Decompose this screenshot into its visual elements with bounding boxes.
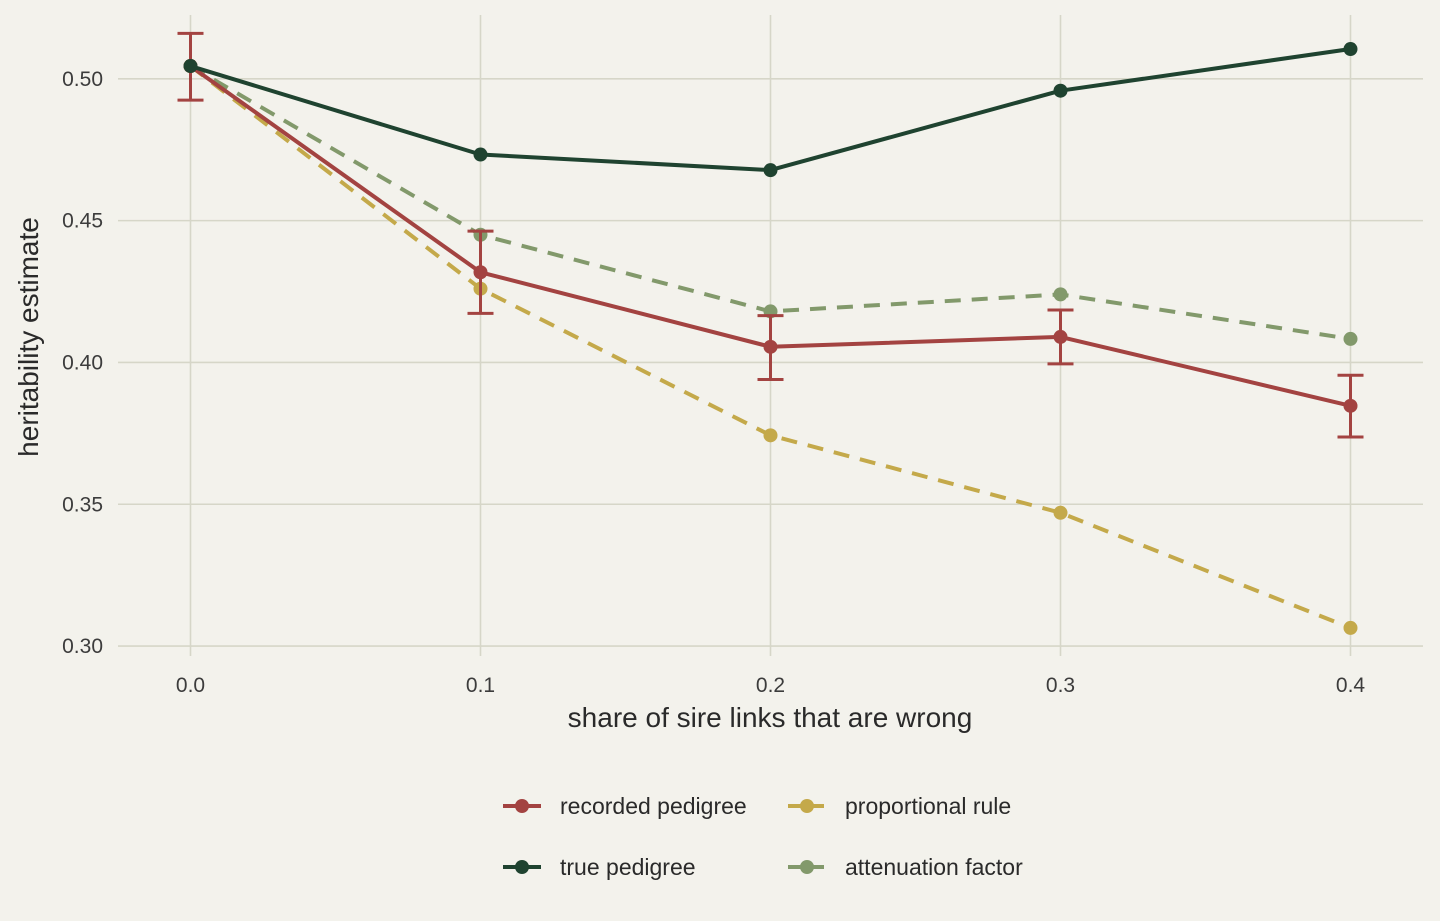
series-true-pedigree <box>183 42 1358 178</box>
data-point <box>1053 83 1068 98</box>
legend: recorded pedigree proportional rule true p… <box>503 793 1023 880</box>
legend-item-proportional-rule: proportional rule <box>788 793 1011 819</box>
x-axis-label: share of sire links that are wrong <box>568 702 973 733</box>
y-axis-label: heritability estimate <box>13 217 44 457</box>
data-point <box>183 59 198 74</box>
x-tick-label: 0.0 <box>176 674 205 697</box>
legend-key-point <box>800 860 814 874</box>
data-point <box>763 339 778 354</box>
x-tick-label: 0.2 <box>756 674 785 697</box>
data-point <box>473 147 488 162</box>
y-tick-label: 0.35 <box>62 493 103 516</box>
legend-key-point <box>515 860 529 874</box>
legend-label: attenuation factor <box>845 854 1023 880</box>
data-point <box>1053 287 1068 302</box>
data-point <box>1343 42 1358 57</box>
data-point <box>763 163 778 178</box>
legend-label: true pedigree <box>560 854 696 880</box>
y-tick-label: 0.50 <box>62 68 103 91</box>
y-tick-label: 0.40 <box>62 351 103 374</box>
data-point <box>473 265 488 280</box>
data-point <box>1343 398 1358 413</box>
legend-label: recorded pedigree <box>560 793 747 819</box>
x-tick-label: 0.3 <box>1046 674 1075 697</box>
y-tick-label: 0.45 <box>62 210 103 233</box>
data-point <box>1053 329 1068 344</box>
legend-label: proportional rule <box>845 793 1011 819</box>
legend-key-point <box>800 799 814 813</box>
y-axis-ticks: 0.30 0.35 0.40 0.45 0.50 <box>62 68 103 658</box>
data-point <box>1343 620 1358 635</box>
y-tick-label: 0.30 <box>62 635 103 658</box>
legend-item-attenuation-factor: attenuation factor <box>788 854 1023 880</box>
data-point <box>763 428 778 443</box>
series <box>177 31 1364 635</box>
x-tick-label: 0.4 <box>1336 674 1366 697</box>
x-tick-label: 0.1 <box>466 674 495 697</box>
data-point <box>1343 331 1358 346</box>
legend-item-true-pedigree: true pedigree <box>503 854 696 880</box>
legend-item-recorded-pedigree: recorded pedigree <box>503 793 747 819</box>
x-axis-ticks: 0.0 0.1 0.2 0.3 0.4 <box>176 674 1366 697</box>
data-point <box>1053 505 1068 520</box>
legend-key-point <box>515 799 529 813</box>
